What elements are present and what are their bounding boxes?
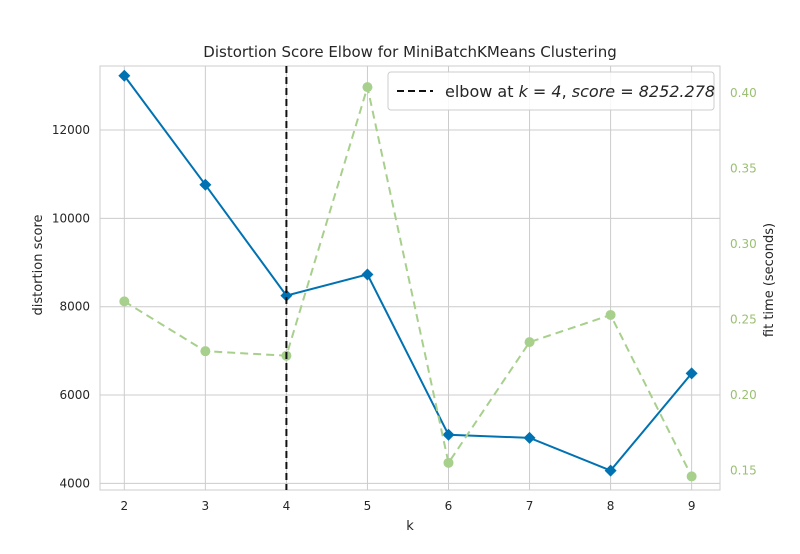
distortion-point — [685, 367, 698, 380]
legend-comma: , — [562, 82, 572, 101]
legend-k: k = 4 — [519, 82, 562, 101]
distortion-point — [523, 431, 536, 444]
x-tick-label: 6 — [445, 499, 453, 513]
x-tick-label: 9 — [688, 499, 696, 513]
fit-time-point — [686, 471, 697, 482]
fit-time-line — [123, 83, 693, 477]
x-tick-label: 5 — [364, 499, 372, 513]
fit-time-point — [119, 296, 130, 307]
distortion-point — [199, 178, 212, 191]
fit-time-point — [524, 337, 535, 348]
y-axis-label: distortion score — [31, 215, 46, 316]
distortion-point — [361, 268, 374, 281]
x-axis-label: k — [406, 519, 414, 534]
distortion-point — [442, 428, 455, 441]
y2-tick-label: 0.25 — [730, 312, 757, 326]
y-tick-label: 6000 — [59, 388, 90, 402]
x-tick-label: 8 — [607, 499, 615, 513]
y2-tick-label: 0.15 — [730, 463, 757, 477]
fit-time-point — [362, 82, 373, 93]
distortion-point — [604, 464, 617, 477]
x-axis-ticks: 2 3 4 5 6 7 8 9 — [120, 499, 695, 513]
fit-time-point — [200, 346, 211, 357]
distortion-point — [280, 289, 293, 302]
y2-tick-label: 0.20 — [730, 388, 757, 402]
y2-tick-label: 0.35 — [730, 162, 757, 176]
legend-elbow-label: elbow at k = 4, score = 8252.278 — [445, 82, 715, 101]
x-tick-label: 4 — [283, 499, 291, 513]
chart-title: Distortion Score Elbow for MiniBatchKMea… — [203, 43, 616, 61]
plot-frame — [99, 65, 721, 491]
x-tick-label: 7 — [526, 499, 534, 513]
fit-time-point — [605, 309, 616, 320]
legend-box — [387, 71, 715, 111]
y2-axis-label: fit time (seconds) — [762, 223, 777, 337]
y-tick-label: 8000 — [59, 300, 90, 314]
legend-score: score = 8252.278 — [572, 82, 715, 101]
y2-tick-label: 0.30 — [730, 237, 757, 251]
y-axis-ticks: 4000 6000 8000 10000 12000 — [52, 123, 90, 490]
y2-axis-ticks: 0.15 0.20 0.25 0.30 0.35 0.40 — [730, 86, 757, 477]
legend-prefix: elbow at — [445, 82, 519, 101]
y-tick-label: 10000 — [52, 211, 90, 225]
fit-time-point — [443, 457, 454, 468]
distortion-line — [123, 75, 693, 472]
legend: elbow at k = 4, score = 8252.278 — [387, 71, 715, 111]
distortion-point — [118, 69, 131, 82]
y2-tick-label: 0.40 — [730, 86, 757, 100]
x-tick-label: 3 — [202, 499, 210, 513]
series-layer — [118, 69, 698, 482]
x-tick-label: 2 — [120, 499, 128, 513]
y-tick-label: 12000 — [52, 123, 90, 137]
y-tick-label: 4000 — [59, 476, 90, 490]
